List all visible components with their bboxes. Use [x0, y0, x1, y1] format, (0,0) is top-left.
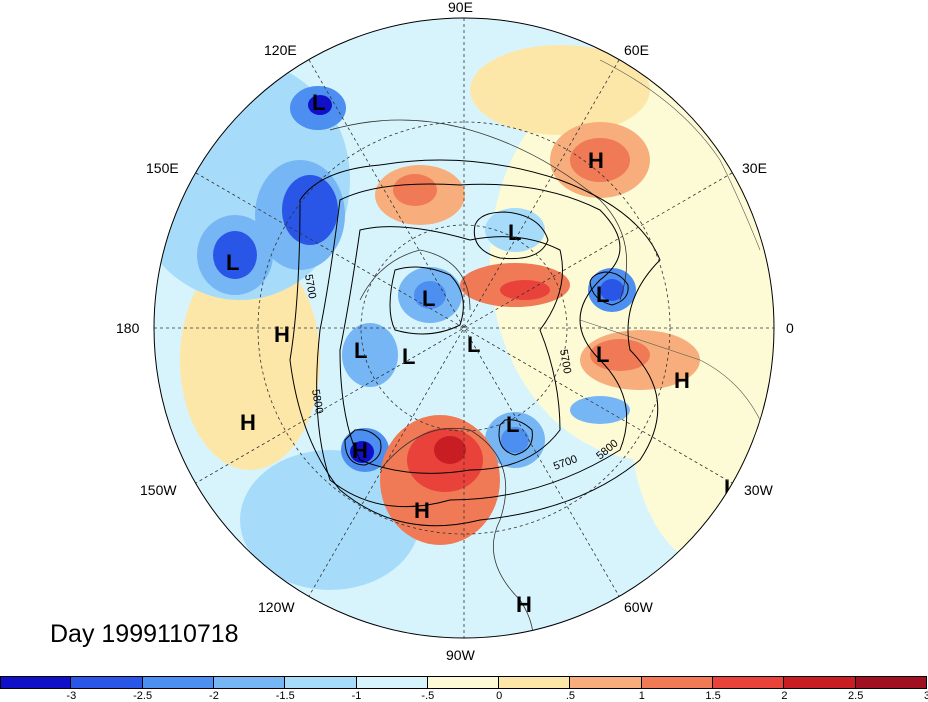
graticule — [154, 18, 774, 638]
high-marker: H — [588, 148, 604, 173]
lon-label-120w: 120W — [258, 599, 295, 615]
colorbar-box — [213, 676, 286, 689]
low-marker: L — [506, 412, 519, 437]
lon-label-120e: 120E — [264, 42, 297, 58]
lon-label-150w: 150W — [140, 482, 177, 498]
low-marker: H — [516, 592, 532, 617]
low-marker: L — [402, 344, 415, 369]
colorbar-tick-label: -2 — [209, 690, 219, 702]
colorbar-box — [0, 676, 72, 689]
low-marker: H — [352, 438, 368, 463]
colorbar: -3 -2.5 -2 -1.5 -1 -.5 0 .5 1 1.5 2 2.5 3 — [0, 672, 928, 702]
colorbar-tick-label: -.5 — [421, 690, 435, 702]
colorbar-box — [641, 676, 714, 689]
anomaly-field: 5700 5800 5700 5800 5700 L L H L L L H L… — [154, 18, 774, 638]
colorbar-box — [285, 676, 357, 689]
high-marker: L — [596, 342, 609, 367]
high-marker: H — [674, 368, 690, 393]
contour-label: 5700 — [302, 273, 318, 299]
colorbar-tick-label: 2 — [781, 690, 788, 702]
colorbar-tick-label: 1 — [638, 690, 645, 702]
lon-label-30w: 30W — [744, 482, 774, 498]
low-marker: L — [467, 332, 480, 357]
contour-label: 5700 — [557, 348, 573, 374]
colorbar-box — [427, 676, 500, 689]
colorbar-box — [570, 676, 642, 689]
low-marker: L — [596, 282, 609, 307]
low-marker: L — [226, 250, 239, 275]
lon-label-60w: 60W — [624, 599, 654, 615]
colorbar-tick-label: 2.5 — [848, 690, 864, 702]
colorbar-tick-label: -3 — [66, 690, 77, 702]
colorbar-box — [356, 676, 428, 689]
day-title: Day 1999110718 — [50, 620, 239, 648]
low-marker: L — [354, 338, 367, 363]
colorbar-box — [71, 676, 143, 689]
colorbar-tick-label: 0 — [496, 690, 503, 702]
colorbar-box — [142, 676, 214, 689]
high-marker: H — [414, 498, 430, 523]
colorbar-tick-label: 3 — [923, 690, 928, 702]
high-marker: H — [274, 322, 290, 347]
lon-label-180: 180 — [116, 320, 140, 336]
lon-label-0: 0 — [786, 320, 794, 336]
lon-label-90e: 90E — [448, 0, 473, 15]
polar-map: 5700 5800 5700 5800 5700 L L H L L L H L… — [116, 0, 794, 663]
low-marker: L — [508, 220, 521, 245]
colorbar-tick-label: 1.5 — [705, 690, 721, 702]
map-boundary — [153, 17, 775, 639]
contour-label: 5800 — [309, 388, 325, 414]
colorbar-tick-label: -1 — [351, 690, 362, 702]
colorbar-tick-label: .5 — [565, 690, 576, 702]
low-marker: L — [422, 286, 435, 311]
colorbar-tick-label: -1.5 — [275, 690, 295, 702]
lon-label-90w: 90W — [446, 647, 476, 663]
colorbar-box — [784, 676, 856, 689]
lon-label-60e: 60E — [624, 42, 649, 58]
high-marker: H — [240, 410, 256, 435]
colorbar-box — [713, 676, 785, 689]
low-marker: L — [312, 90, 325, 115]
colorbar-frame — [0, 676, 927, 689]
colorbar-box — [499, 676, 571, 689]
lon-label-150e: 150E — [146, 160, 179, 176]
lon-label-30e: 30E — [742, 160, 767, 176]
colorbar-tick-label: -2.5 — [133, 690, 153, 702]
